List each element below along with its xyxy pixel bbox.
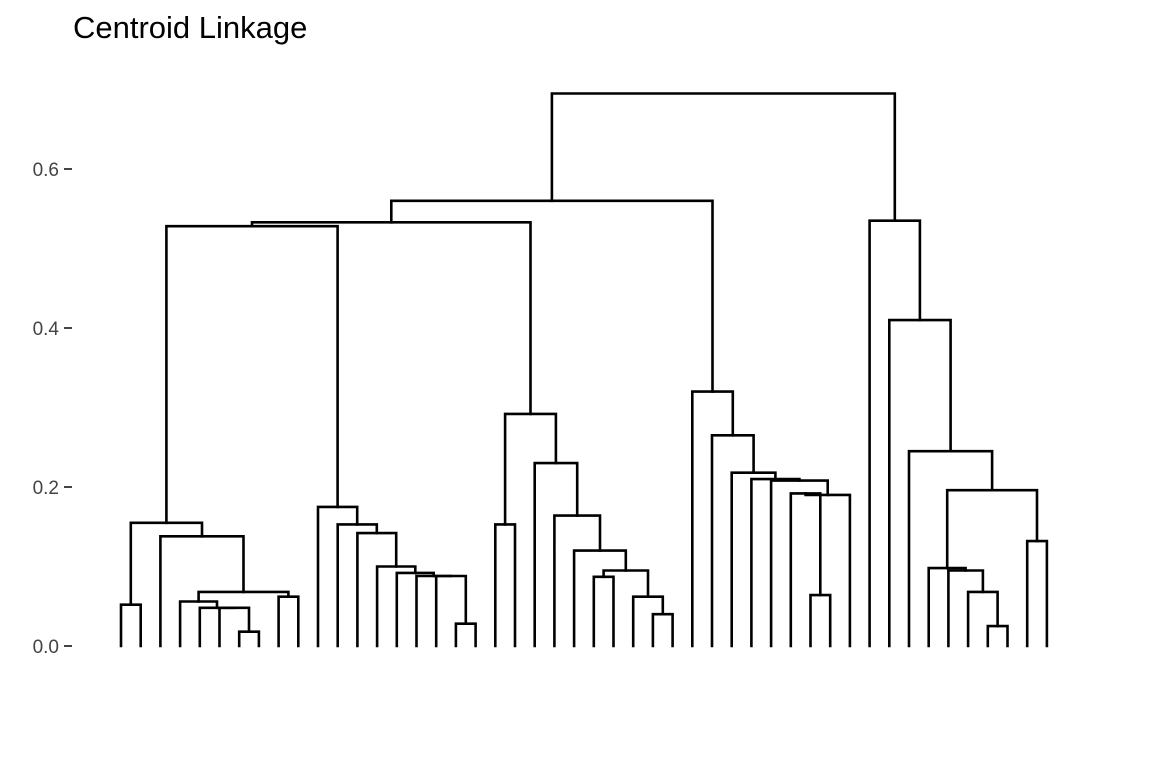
dendrogram-merge-link xyxy=(809,593,832,648)
dendrogram-merge-link xyxy=(966,590,999,648)
dendrogram-merge-link xyxy=(454,622,477,648)
y-tick-label: 0.4 xyxy=(33,319,60,340)
dendrogram-merge-link xyxy=(503,412,558,526)
dendrogram-merge-link xyxy=(986,624,1009,648)
dendrogram-merge-link xyxy=(533,461,579,648)
dendrogram-merge-link xyxy=(434,574,468,648)
dendrogram-merge-link xyxy=(730,471,777,648)
dendrogram-merge-link xyxy=(572,549,628,648)
dendrogram-merge-link xyxy=(592,575,615,648)
dendrogram-merge-link xyxy=(550,92,897,222)
dendrogram-merge-link xyxy=(1025,539,1049,648)
dendrogram-merge-link xyxy=(277,595,300,648)
dendrogram-merge-link xyxy=(165,224,339,525)
dendrogram-merge-link xyxy=(415,574,453,648)
dendrogram-merge-link xyxy=(390,199,714,393)
dendrogram-merge-link xyxy=(494,523,517,648)
dendrogram-merge-link xyxy=(868,219,922,648)
dendrogram-merge-link xyxy=(250,221,532,416)
dendrogram-merge-link xyxy=(888,318,952,648)
dendrogram-merge-link xyxy=(602,569,650,598)
y-tick-label: 0.2 xyxy=(33,478,59,499)
dendrogram-merge-link xyxy=(198,606,236,648)
dendrogram-links xyxy=(119,92,1049,648)
dendrogram-merge-link xyxy=(789,492,822,648)
chart-title: Centroid Linkage xyxy=(73,10,308,45)
dendrogram-merge-link xyxy=(218,606,251,648)
dendrogram-merge-link xyxy=(237,630,261,648)
dendrogram-merge-link xyxy=(631,595,665,648)
y-axis: 0.0 0.2 0.4 0.6 xyxy=(33,160,72,658)
dendrogram-merge-link xyxy=(907,449,994,648)
dendrogram-merge-link xyxy=(197,590,290,603)
dendrogram-merge-link xyxy=(945,488,1039,570)
dendrogram-merge-link xyxy=(750,477,801,648)
dendrogram-merge-link xyxy=(947,569,985,648)
dendrogram-merge-link xyxy=(804,492,852,648)
y-tick-label: 0.0 xyxy=(33,637,59,658)
y-tick-label: 0.6 xyxy=(33,160,59,181)
dendrogram-merge-link xyxy=(651,612,674,648)
dendrogram-merge-link xyxy=(119,603,142,648)
